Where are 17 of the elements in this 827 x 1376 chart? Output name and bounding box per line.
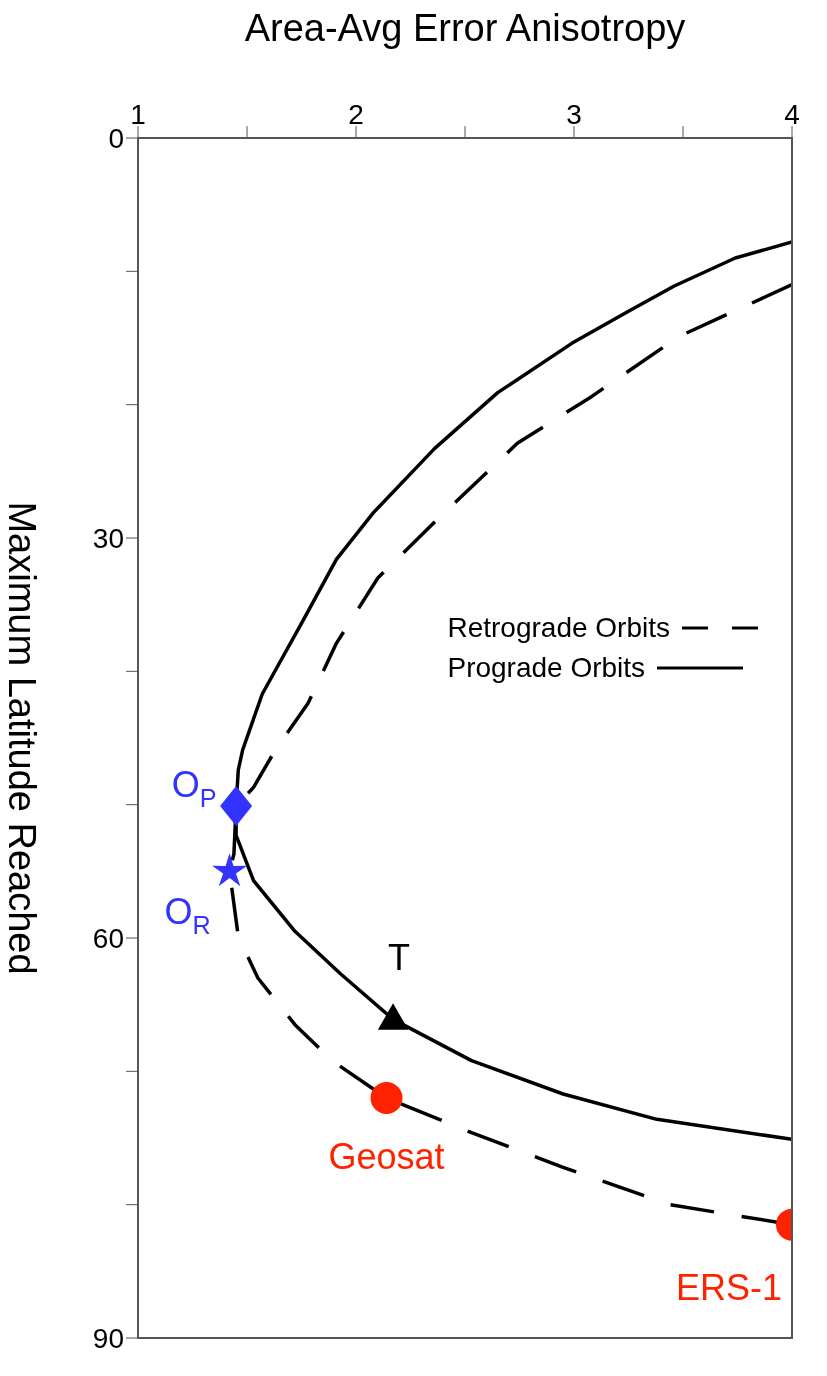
x-tick-label: 2 bbox=[348, 99, 364, 130]
x-axis-title: Area-Avg Error Anisotropy bbox=[244, 6, 686, 49]
x-tick-label: 3 bbox=[566, 99, 582, 130]
x-tick-label: 4 bbox=[784, 99, 800, 130]
y-axis-title: Maximum Latitude Reached bbox=[0, 501, 43, 975]
annotation: O$_{R}$ bbox=[164, 890, 211, 940]
annotation: O$_{P}$ bbox=[171, 763, 217, 812]
y-tick-label: 60 bbox=[92, 922, 124, 954]
legend-label: Prograde Orbits bbox=[447, 652, 646, 684]
annotation: T bbox=[388, 936, 411, 978]
y-tick-label: 30 bbox=[92, 522, 124, 554]
y-tick-label: 90 bbox=[92, 1322, 124, 1354]
y-tick-label: 0 bbox=[108, 122, 124, 154]
annotation: ERS-1 bbox=[675, 1266, 782, 1308]
x-tick-label: 1 bbox=[130, 99, 146, 130]
annotation: Geosat bbox=[328, 1135, 445, 1177]
legend-label: Retrograde Orbits bbox=[447, 612, 670, 644]
